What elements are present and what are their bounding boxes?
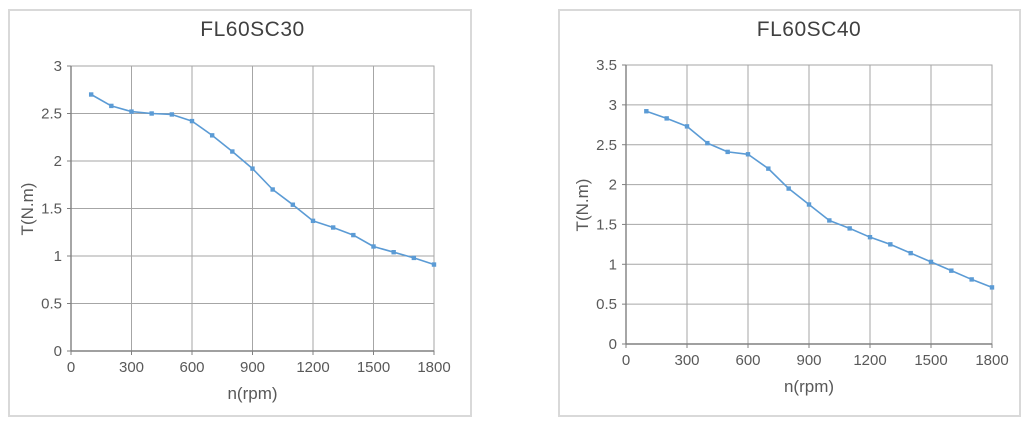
chart-title: FL60SC30 <box>200 18 305 41</box>
y-tick-label: 0 <box>609 336 617 353</box>
data-point-marker <box>391 250 396 255</box>
fl60sc40-chart-panel: 0 0.5 1 1.5 2 2.5 3 3.5 0 300 600 900 1200 1500 1800 F… <box>558 9 1021 417</box>
x-tick-label: 600 <box>179 359 204 376</box>
x-tick-label: 900 <box>240 359 265 376</box>
data-point-marker <box>310 218 316 224</box>
x-tick-label: 0 <box>622 352 630 369</box>
y-axis-title: T(N.m) <box>18 182 37 235</box>
data-point-marker <box>888 242 893 247</box>
data-point-marker <box>725 149 730 155</box>
x-tick-label: 1500 <box>357 359 390 376</box>
data-point-marker <box>644 109 649 114</box>
data-point-marker <box>745 152 751 157</box>
series-line <box>90 93 435 266</box>
data-point-marker <box>189 118 195 124</box>
fl60sc40-chart-canvas: 0 0.5 1 1.5 2 2.5 3 3.5 0 300 600 900 1200 1500 1800 <box>596 57 1009 369</box>
x-axis-title: n(rpm) <box>783 377 835 396</box>
x-tick-label: 1200 <box>296 359 329 376</box>
data-point-marker <box>230 149 235 154</box>
y-tick-label: 3.5 <box>596 57 617 74</box>
x-tick-label: 1200 <box>853 352 886 369</box>
data-point-marker <box>827 218 832 223</box>
y-tick-label: 0.5 <box>596 296 617 313</box>
x-tick-label: 300 <box>119 359 144 376</box>
y-tick-label: 1.5 <box>41 201 62 218</box>
data-point-marker <box>290 202 296 207</box>
data-point-marker <box>928 259 934 265</box>
data-point-marker <box>411 255 417 261</box>
chart-title: FL60SC40 <box>756 18 862 41</box>
data-point-marker <box>169 112 175 117</box>
x-tick-label: 900 <box>796 352 821 369</box>
data-point-marker <box>129 109 134 114</box>
data-point-marker <box>786 186 791 191</box>
data-point-marker <box>949 268 954 273</box>
data-point-marker <box>351 232 356 238</box>
data-point-marker <box>250 166 255 171</box>
data-point-marker <box>88 92 94 97</box>
data-point-marker <box>109 103 114 109</box>
data-point-marker <box>847 226 852 231</box>
y-tick-label: 1 <box>609 256 617 273</box>
x-tick-label: 300 <box>674 352 699 369</box>
data-point-marker <box>371 244 376 249</box>
y-tick-label: 1.5 <box>596 217 617 234</box>
y-tick-label: 2 <box>609 177 617 194</box>
y-tick-label: 3 <box>609 97 617 114</box>
x-tick-label: 1800 <box>417 359 450 376</box>
data-point-marker <box>209 133 215 138</box>
data-point-marker <box>431 262 437 267</box>
y-tick-label: 3 <box>54 58 62 75</box>
data-point-marker <box>908 250 913 256</box>
fl60sc30-chart-panel: 0 0.5 1 1.5 2 2.5 3 0 300 600 900 1200 1500 1800 FL60… <box>8 9 472 417</box>
x-tick-label: 1500 <box>914 352 947 369</box>
x-tick-label: 1800 <box>975 352 1008 369</box>
y-tick-label: 0 <box>54 343 62 360</box>
y-axis-title: T(N.m) <box>573 178 592 231</box>
data-point-marker <box>867 234 873 240</box>
data-point-marker <box>705 140 710 146</box>
data-point-marker <box>766 166 771 171</box>
data-point-marker <box>664 116 669 121</box>
series-line <box>646 110 993 289</box>
y-tick-label: 1 <box>54 248 62 265</box>
data-point-marker <box>806 202 812 207</box>
data-point-marker <box>989 285 995 290</box>
data-point-marker <box>684 124 690 129</box>
x-tick-label: 0 <box>67 359 75 376</box>
x-axis-title: n(rpm) <box>227 384 278 403</box>
y-tick-label: 0.5 <box>41 296 62 313</box>
y-tick-label: 2.5 <box>596 137 617 154</box>
data-point-marker <box>270 187 275 192</box>
y-tick-label: 2 <box>54 153 62 170</box>
x-tick-label: 600 <box>735 352 760 369</box>
data-point-marker <box>330 225 336 230</box>
data-point-marker <box>969 277 974 282</box>
fl60sc30-chart-canvas: 0 0.5 1 1.5 2 2.5 3 0 300 600 900 1200 1500 1800 <box>41 58 451 376</box>
data-point-marker <box>149 111 154 116</box>
y-tick-label: 2.5 <box>41 106 62 123</box>
